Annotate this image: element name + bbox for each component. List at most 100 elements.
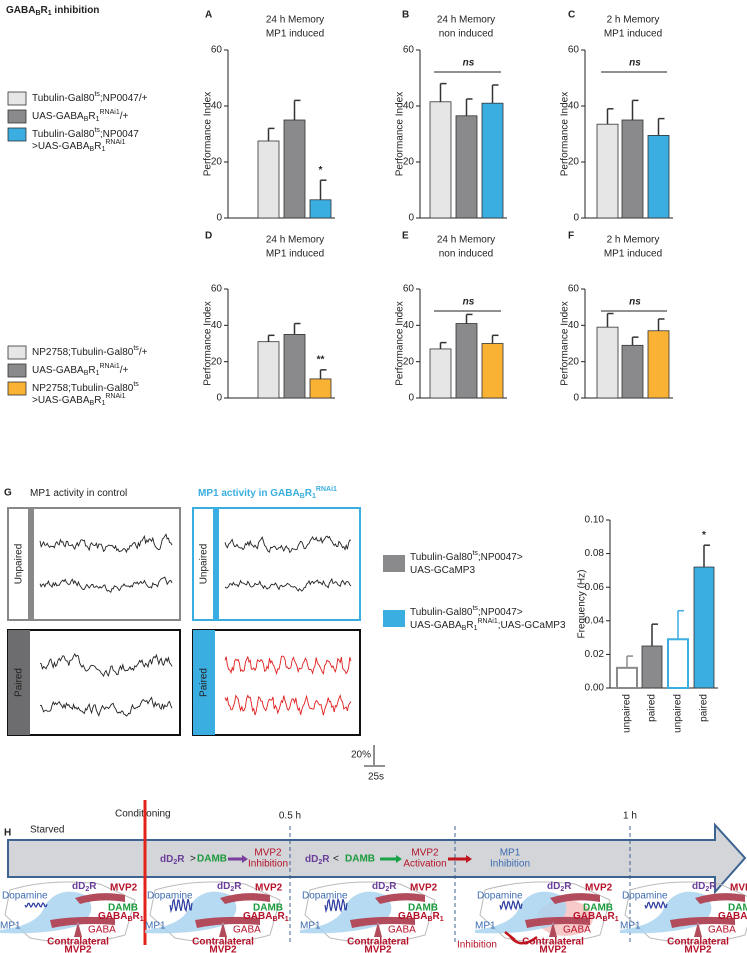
brain-outline: [4, 881, 136, 943]
text-segment: ;NP0047>: [478, 607, 523, 618]
y-tick-label: 0: [408, 213, 414, 224]
text-segment: R: [433, 911, 441, 922]
bar: [481, 102, 504, 219]
label: Inhibition: [457, 940, 497, 951]
contralateral-neuron: [195, 916, 260, 937]
y-axis-label: Performance Index: [203, 92, 214, 177]
contralateral-neuron: [525, 916, 590, 937]
chart-title: 24 h Memory: [266, 235, 324, 246]
text-segment: B: [272, 916, 277, 923]
legend-swatch: [7, 109, 27, 124]
text-segment: dD: [305, 854, 318, 865]
contralateral-neuron: [350, 916, 415, 937]
brain-outline: [149, 881, 281, 943]
panel-letter: E: [402, 231, 409, 242]
text-segment: dD: [692, 881, 705, 892]
annotation: ns: [463, 297, 475, 308]
calcium-trace: [39, 696, 173, 717]
legend-label: UAS-GABABR1RNAi1/+: [32, 363, 129, 377]
calcium-trace: [39, 576, 173, 593]
label: GABABR1: [243, 911, 289, 924]
y-axis-label: Performance Index: [395, 301, 406, 386]
text-segment: RNAi1: [478, 618, 498, 625]
text-segment: RNAi1: [100, 363, 120, 370]
legend-swatch: [383, 610, 405, 627]
y-tick-label: 0.04: [585, 615, 605, 626]
text-segment: B: [602, 916, 607, 923]
label: GABA: [708, 925, 736, 936]
label: MVP2: [585, 883, 613, 894]
text-segment: R: [94, 395, 101, 406]
text-segment: 1: [285, 916, 289, 923]
text-segment: B: [35, 10, 40, 17]
text-segment: Tubulin-Gal80: [32, 129, 95, 140]
text-segment: R: [41, 5, 49, 16]
label: DAMB: [728, 903, 747, 914]
panel-letter: F: [568, 231, 574, 242]
arrow-head: [396, 855, 402, 863]
text-segment: GABA: [98, 911, 127, 922]
panel-subtitle: MP1 activity in control: [30, 488, 127, 499]
label: Dopamine: [302, 891, 348, 902]
condition-label: Unpaired: [199, 544, 210, 585]
text-segment: ts: [94, 91, 100, 98]
calcium-trace: [224, 694, 352, 716]
text-segment: B: [462, 625, 467, 632]
dopamine-signal: [169, 897, 193, 914]
condition-label: Unpaired: [14, 544, 25, 585]
label: GABABR1: [718, 911, 747, 924]
label: MVP2: [254, 848, 282, 859]
bar: [596, 123, 619, 219]
label: DAMB: [583, 903, 613, 914]
label: dD2R: [72, 881, 97, 894]
figure-title: GABABR1 inhibition: [6, 5, 99, 18]
scale-label: 25s: [368, 772, 384, 783]
y-tick-label: 0.06: [585, 582, 605, 593]
panel-letter: A: [205, 10, 212, 21]
arrow-head: [466, 855, 472, 863]
condition-bar: [193, 630, 215, 735]
bar: [283, 334, 306, 399]
label: DAMB: [253, 903, 283, 914]
y-tick-label: 60: [568, 284, 580, 295]
legend-label: Tubulin-Gal80ts;NP0047/+: [32, 91, 148, 103]
legend-label: UAS-GCaMP3: [410, 565, 475, 576]
text-segment: RNAi1: [316, 486, 337, 493]
label: MVP2: [730, 883, 747, 894]
y-axis-label: Performance Index: [560, 92, 571, 177]
text-segment: GABA: [718, 911, 747, 922]
chart-title: MP1 induced: [266, 29, 324, 40]
y-tick-label: 40: [568, 320, 580, 331]
legend-label: >UAS-GABABR1RNAi1: [32, 139, 126, 153]
scale-label: 20%: [351, 750, 371, 761]
contralateral-neuron: [50, 916, 115, 937]
inhibition-arrow: [504, 931, 538, 945]
y-tick-label: 60: [403, 45, 415, 56]
bar: [309, 378, 332, 399]
label: dD2R: [160, 854, 185, 867]
mvp2-neuron: [375, 893, 425, 904]
y-tick-label: 60: [211, 284, 223, 295]
y-tick-label: 20: [568, 356, 580, 367]
text-segment: R: [322, 854, 330, 865]
arrow-head: [242, 855, 248, 863]
text-segment: GABA: [573, 911, 602, 922]
calcium-trace: [39, 653, 173, 678]
label: MP1: [475, 921, 496, 932]
y-tick-label: 0.00: [585, 683, 605, 694]
dopamine-signal: [644, 900, 668, 910]
label: MVP2: [110, 883, 138, 894]
chart-title: non induced: [439, 249, 494, 260]
text-segment: dD: [547, 881, 560, 892]
condition-label: Paired: [14, 668, 25, 697]
bar: [647, 134, 670, 219]
bar: [283, 119, 306, 219]
mvp2-neuron: [75, 893, 125, 904]
contralateral-neuron: [670, 916, 735, 937]
text-segment: RNAi1: [105, 393, 125, 400]
text-segment: R: [564, 881, 572, 892]
text-segment: ts: [133, 381, 139, 388]
text-segment: 1: [140, 916, 144, 923]
label: MVP2: [209, 945, 237, 953]
y-tick-label: 20: [568, 157, 580, 168]
